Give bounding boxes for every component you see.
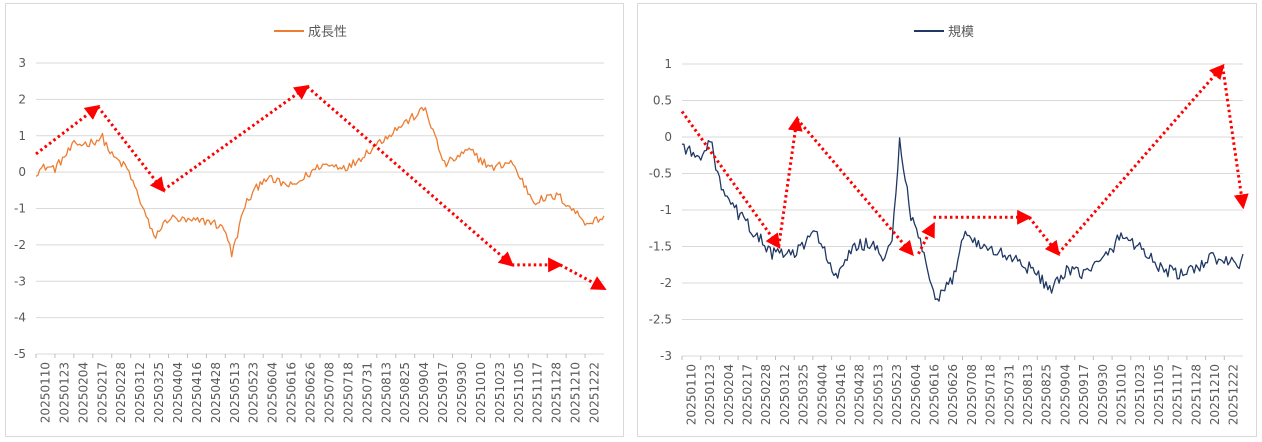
trend-arrow: [1027, 216, 1061, 257]
chart-panel-scale: -3 -2.5 -2 -1.5 -1 -0.5 0 0.5 1 20250110 20250123 2…: [637, 3, 1257, 437]
trend-arrow: [795, 117, 914, 257]
x-tick-label: 20250416: [834, 364, 848, 425]
x-tick-label: 20250204: [76, 362, 90, 423]
x-tick-label: 20251105: [1152, 364, 1166, 425]
x-tick-label: 20250110: [684, 364, 698, 425]
x-tick-label: 20250110: [38, 362, 52, 423]
y-tick-label: -0.5: [649, 167, 672, 181]
x-tick-label: 20251222: [588, 362, 602, 423]
trend-arrow: [35, 104, 101, 156]
x-tick-label: 20251210: [569, 362, 583, 423]
series-line: [681, 137, 1244, 302]
y-tick-label: -4: [14, 311, 26, 325]
y-tick-label: 3: [18, 56, 26, 70]
x-tick-label: 20250813: [1021, 364, 1035, 425]
x-tick-label: 20250325: [152, 362, 166, 423]
y-tick-label: -3: [14, 274, 26, 288]
x-tick-label: 20250930: [1096, 364, 1110, 425]
x-tick-label: 20250228: [759, 364, 773, 425]
trend-arrow: [777, 115, 803, 247]
y-tick-label: 2: [18, 92, 26, 106]
x-tick-label: 20250204: [722, 364, 736, 425]
x-tick-label: 20250904: [1058, 364, 1072, 425]
y-tick-label: -2: [660, 276, 672, 290]
trend-arrow: [1221, 65, 1249, 210]
trend-arrow: [680, 110, 781, 249]
x-tick-label: 20250217: [95, 362, 109, 423]
x-tick-label: 20250626: [304, 362, 318, 423]
x-tick-label: 20251222: [1227, 364, 1241, 425]
x-tick-label: 20250917: [436, 362, 450, 423]
y-tick-label: 1: [18, 129, 26, 143]
x-tick-label: 20250312: [133, 362, 147, 423]
x-tick-label: 20250604: [266, 362, 280, 423]
trend-arrow: [306, 85, 515, 267]
x-tick-label: 20251105: [512, 362, 526, 423]
y-tick-label: -2: [14, 238, 26, 252]
trend-arrow: [1057, 63, 1225, 255]
x-tick-label: 20251117: [1171, 364, 1185, 425]
x-tick-label: 20250904: [417, 362, 431, 423]
x-tick-label: 20250428: [853, 364, 867, 425]
legend-label: 成長性: [308, 25, 347, 40]
x-tick-label: 20250825: [398, 362, 412, 423]
growth-chart: -5 -4 -3 -2 -1 0 1 2 3 20250110 20250123 20250204 20…: [14, 25, 607, 423]
x-tick-label: 20250513: [228, 362, 242, 423]
x-tick-label: 20250523: [247, 362, 261, 423]
x-tick-label: 20251128: [1189, 364, 1203, 425]
x-tick-label: 20251023: [493, 362, 507, 423]
x-tick-label: 20250523: [890, 364, 904, 425]
x-tick-label: 20251117: [531, 362, 545, 423]
x-tick-label: 20251010: [1114, 364, 1128, 425]
series-line: [35, 106, 605, 258]
x-tick-label: 20250626: [946, 364, 960, 425]
y-tick-label: 0: [664, 130, 672, 144]
x-tick-label: 20250825: [1040, 364, 1054, 425]
x-tick-label: 20251128: [550, 362, 564, 423]
y-tick-label: -1.5: [649, 240, 672, 254]
x-tick-label: 20250731: [360, 362, 374, 423]
y-tick-label: -1: [14, 202, 26, 216]
trend-arrow: [162, 84, 310, 192]
chart-panel-growth: -5 -4 -3 -2 -1 0 1 2 3 20250110 20250123 20250204 20…: [5, 3, 624, 437]
x-tick-label: 20250718: [984, 364, 998, 425]
x-tick-label: 20250416: [190, 362, 204, 423]
trend-arrow: [96, 105, 165, 193]
x-tick-label: 20250428: [209, 362, 223, 423]
x-tick-label: 20250312: [778, 364, 792, 425]
trend-arrow: [559, 263, 607, 290]
y-tick-label: -1: [660, 203, 672, 217]
y-tick-label: -3: [660, 349, 672, 363]
x-tick-label: 20250930: [455, 362, 469, 423]
x-tick-label: 20250731: [1002, 364, 1016, 425]
x-tick-label: 20250513: [871, 364, 885, 425]
y-tick-label: -2.5: [649, 313, 672, 327]
x-tick-label: 20250325: [797, 364, 811, 425]
x-tick-label: 20251010: [474, 362, 488, 423]
y-tick-label: -5: [14, 347, 26, 361]
x-tick-label: 20250228: [114, 362, 128, 423]
x-tick-label: 20250217: [740, 364, 754, 425]
x-tick-label: 20251023: [1133, 364, 1147, 425]
x-tick-label: 20250718: [341, 362, 355, 423]
x-tick-label: 20250404: [815, 364, 829, 425]
y-tick-label: 1: [664, 57, 672, 71]
x-tick-label: 20250123: [703, 364, 717, 425]
x-tick-label: 20250708: [965, 364, 979, 425]
x-tick-label: 20250813: [379, 362, 393, 423]
y-tick-label: 0.5: [653, 94, 672, 108]
x-tick-label: 20250708: [322, 362, 336, 423]
x-tick-label: 20250917: [1077, 364, 1091, 425]
legend-label: 規模: [948, 25, 974, 40]
x-tick-label: 20250404: [171, 362, 185, 423]
x-tick-label: 20250123: [57, 362, 71, 423]
y-tick-label: 0: [18, 165, 26, 179]
x-tick-label: 20250616: [285, 362, 299, 423]
x-tick-label: 20250616: [927, 364, 941, 425]
x-tick-label: 20250604: [909, 364, 923, 425]
scale-chart: -3 -2.5 -2 -1.5 -1 -0.5 0 0.5 1 20250110 20250123 2…: [649, 25, 1249, 425]
x-tick-label: 20251210: [1208, 364, 1222, 425]
